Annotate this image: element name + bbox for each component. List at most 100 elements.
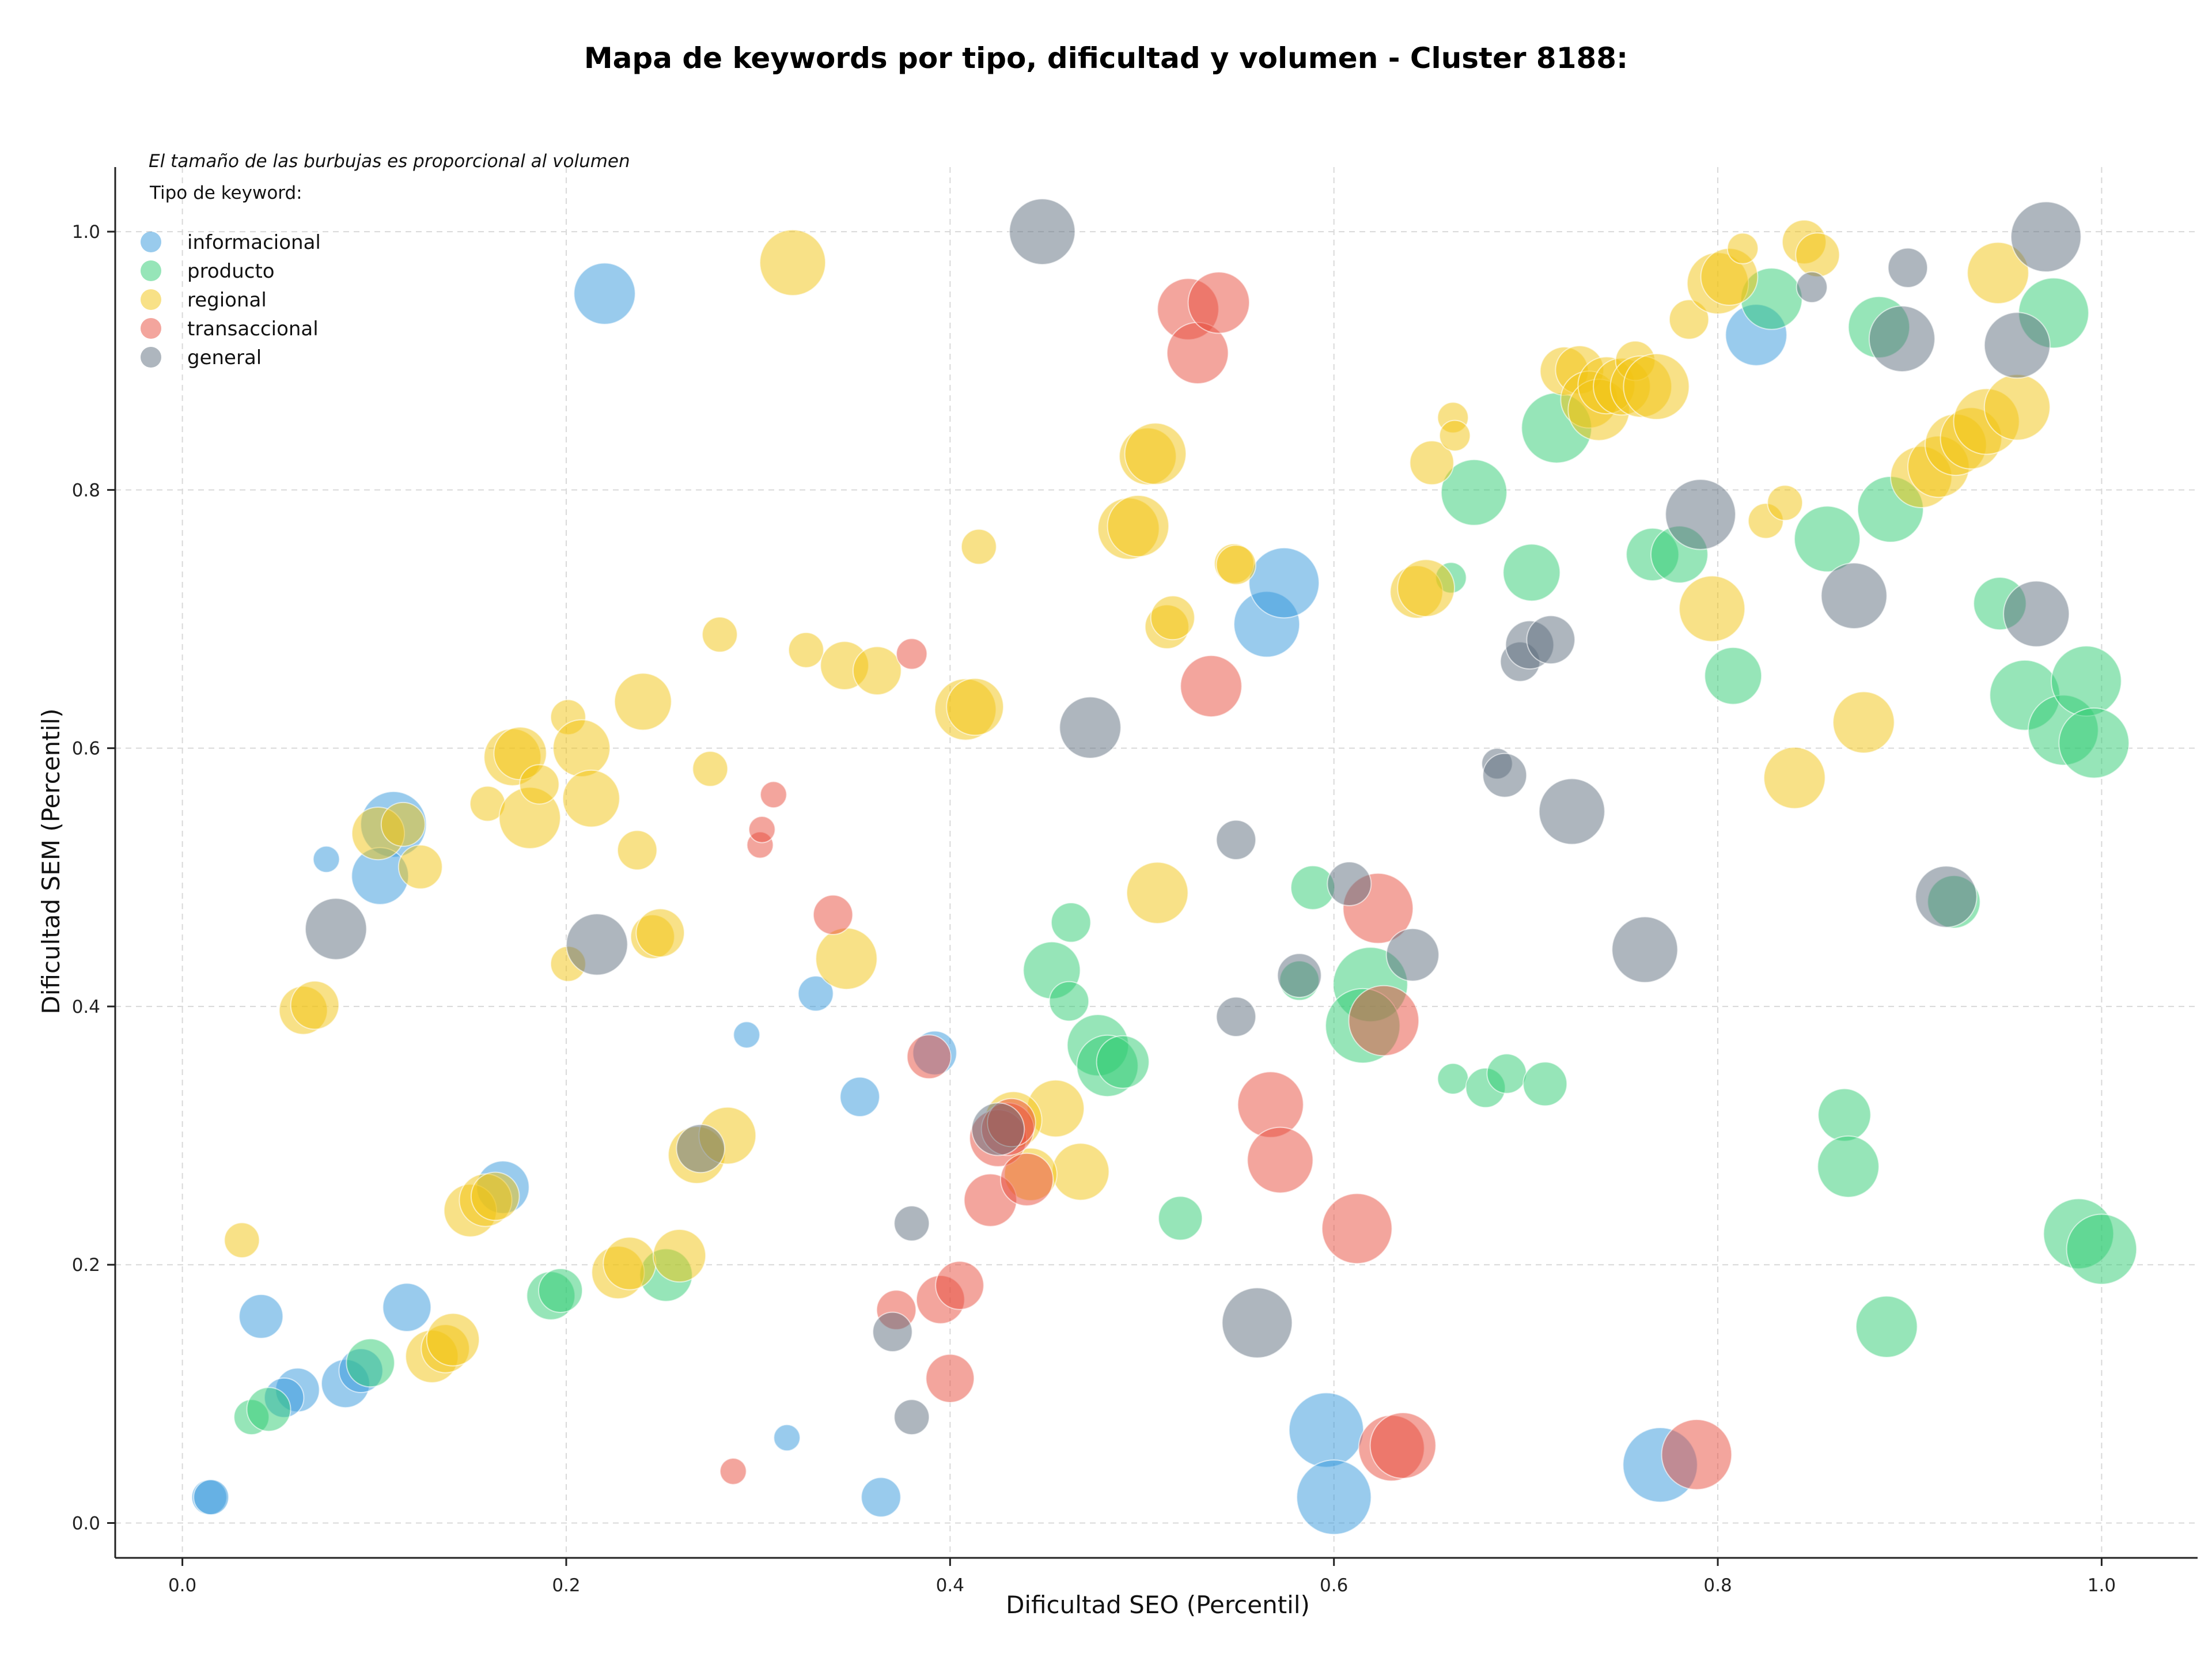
bubble-point [1817, 1088, 1872, 1142]
bubble-point [573, 262, 636, 325]
y-tick-label: 0.8 [72, 480, 100, 501]
legend-label-producto: producto [187, 260, 275, 283]
bubble-point [1440, 459, 1508, 526]
bubble-point [1187, 271, 1251, 334]
bubble-point [562, 769, 620, 828]
bubble-point [1983, 373, 2051, 441]
bubble-point [839, 1076, 880, 1118]
bubble-point [382, 1282, 432, 1332]
bubble-point [1915, 865, 1978, 928]
legend-label-general: general [187, 346, 262, 369]
bubble-point [1348, 985, 1420, 1057]
bubble-point [1248, 547, 1320, 619]
legend-marker-regional [141, 289, 161, 310]
bubble-point [635, 908, 685, 958]
bubble-point [733, 1021, 760, 1049]
bubble-point [1215, 819, 1257, 861]
bubble-point [470, 1171, 520, 1221]
bubble-point [1180, 654, 1243, 718]
bubble-point [1277, 953, 1322, 998]
series-regional [224, 220, 2051, 1383]
bubble-point [719, 1458, 747, 1485]
bubble-point [1000, 1152, 1054, 1206]
bubble-point [906, 1034, 952, 1080]
bubble-point [2010, 201, 2082, 273]
legend-marker-general [141, 347, 161, 368]
bubble-point [1327, 861, 1372, 906]
bubble-point [1486, 1053, 1527, 1094]
bubble-point [797, 975, 834, 1012]
bubble-point [617, 830, 658, 871]
axes: 0.0 0.2 0.4 0.6 0.8 1.0 0.0 0.2 0.4 0.6 0.8 1.0 [72, 167, 2198, 1596]
bubble-point [1611, 916, 1679, 983]
bubble-point [1369, 1412, 1437, 1479]
bubble-layer [191, 198, 2138, 1535]
bubble-point [224, 1222, 260, 1259]
bubble-point [2066, 1213, 2138, 1285]
bubble-point [1817, 1135, 1880, 1198]
bubble-point [1526, 615, 1575, 665]
bubble-point [960, 528, 997, 565]
bubble-point [1124, 422, 1187, 485]
bubble-point [760, 781, 787, 809]
bubble-point [238, 1293, 284, 1339]
bubble-point [861, 1477, 902, 1518]
x-tick-label: 0.4 [936, 1575, 964, 1596]
series-general [305, 198, 2082, 1436]
legend-marker-transaccional [141, 318, 161, 339]
bubble-point [773, 1424, 801, 1452]
chart-title: Mapa de keywords por tipo, dificultad y … [584, 41, 1628, 75]
bubble-point [1832, 691, 1895, 754]
legend: informacional producto regional transaccion… [141, 231, 321, 369]
bubble-point [312, 845, 340, 873]
legend-label-regional: regional [187, 289, 267, 312]
grid [115, 167, 2198, 1558]
bubble-point [748, 816, 776, 843]
bubble-point [305, 898, 368, 960]
bubble-point [1967, 241, 2029, 304]
y-tick-label: 0.2 [72, 1255, 100, 1276]
y-tick-label: 0.0 [72, 1513, 100, 1534]
bubble-point [1623, 353, 1690, 420]
bubble-point [852, 646, 902, 695]
y-axis-label: Dificultad SEM (Percentil) [37, 709, 65, 1015]
bubble-point [1820, 562, 1888, 630]
bubble-point [380, 801, 426, 847]
bubble-point [1288, 1392, 1364, 1468]
bubble-point [925, 1353, 975, 1403]
bubble-point [1296, 1459, 1372, 1535]
legend-marker-informacional [141, 232, 161, 252]
bubble-point [946, 678, 1004, 736]
bubble-point [1887, 247, 1929, 288]
legend-marker-producto [141, 260, 161, 281]
bubble-point [1482, 752, 1528, 798]
bubble-point [613, 672, 672, 731]
bubble-point [1679, 575, 1746, 642]
bubble-point [1051, 1142, 1110, 1201]
bubble-point [603, 1236, 657, 1291]
bubble-point [1385, 928, 1440, 982]
bubble-point [893, 1399, 930, 1436]
bubble-point [1059, 696, 1122, 759]
x-tick-label: 0.2 [552, 1575, 580, 1596]
bubble-point [1538, 778, 1605, 845]
bubble-point [692, 751, 729, 787]
x-tick-label: 0.0 [168, 1575, 196, 1596]
bubble-point [346, 1338, 395, 1388]
series-transaccional [719, 271, 1733, 1490]
bubble-point [1437, 1062, 1469, 1095]
bubble-point [1237, 1071, 1304, 1138]
bubble-point [519, 764, 560, 805]
bubble-point [1726, 232, 1759, 264]
bubble-point [1397, 559, 1456, 618]
y-tick-label: 0.4 [72, 997, 100, 1017]
bubble-point [1096, 1035, 1150, 1089]
bubble-point [1767, 485, 1804, 521]
bubble-point [2058, 707, 2130, 779]
bubble-point [426, 1312, 480, 1367]
bubble-point [1247, 1126, 1314, 1194]
bubble-point [1796, 271, 1828, 304]
bubble-point [1409, 440, 1455, 486]
legend-label-informacional: informacional [187, 231, 321, 254]
